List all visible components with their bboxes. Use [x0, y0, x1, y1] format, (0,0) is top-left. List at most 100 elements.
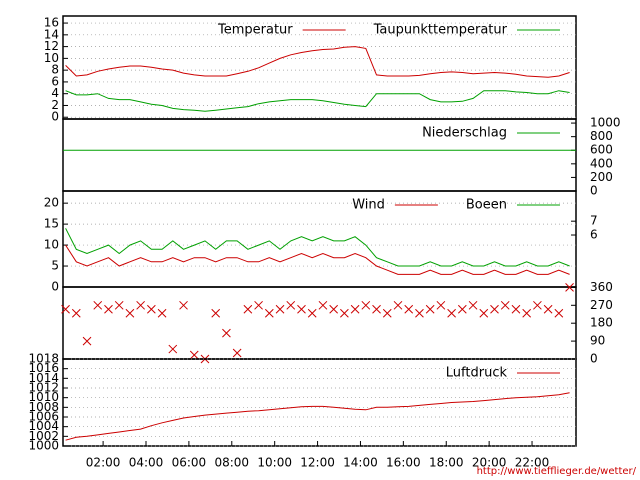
- legend-label: Niederschlag: [422, 126, 507, 141]
- y-tick-label: 0: [51, 110, 59, 124]
- y-tick-label: 1000: [28, 439, 59, 453]
- scatter-point: [372, 304, 381, 314]
- scatter-point: [93, 300, 103, 310]
- scatter-point: [393, 300, 403, 310]
- x-tick-label: 08:00: [214, 456, 249, 470]
- y-tick-label: 1006: [28, 410, 59, 424]
- y-tick-label: 16: [44, 16, 59, 30]
- y2-tick-label: 600: [590, 143, 613, 157]
- y2-tick-label: 1000: [590, 116, 621, 130]
- y-tick-label: 8: [51, 63, 59, 77]
- scatter-point: [189, 350, 199, 360]
- y-tick-label: 15: [44, 217, 59, 231]
- scatter-point: [329, 304, 339, 314]
- scatter-point: [457, 304, 467, 314]
- series-line: [65, 244, 570, 275]
- y-tick-label: 20: [44, 196, 59, 210]
- scatter-point: [447, 308, 456, 318]
- y2-tick-label: 0: [590, 352, 598, 366]
- y-tick-label: 0: [51, 280, 59, 294]
- series-line: [65, 90, 570, 112]
- scatter-point: [125, 308, 135, 318]
- scatter-point: [307, 308, 317, 318]
- scatter-point: [71, 308, 81, 318]
- y-tick-label: 1016: [28, 361, 59, 375]
- y-tick-label: 12: [44, 39, 59, 53]
- scatter-point: [415, 308, 424, 318]
- legend-label: Temperatur: [217, 23, 293, 38]
- scatter-point: [404, 304, 414, 314]
- panel-frame: [62, 286, 577, 360]
- y2-tick-label: 0: [590, 184, 598, 198]
- scatter-point: [565, 283, 574, 292]
- scatter-point: [211, 308, 221, 318]
- scatter-point: [436, 300, 446, 310]
- x-tick-label: 10:00: [257, 456, 292, 470]
- y2-tick-label: 180: [590, 316, 613, 330]
- x-tick-label: 04:00: [129, 456, 164, 470]
- scatter-point: [490, 304, 499, 314]
- legend-label: Luftdruck: [446, 366, 508, 381]
- y2-tick-label: 400: [590, 156, 613, 170]
- y2-tick-label: 7: [590, 214, 598, 228]
- y-tick-label: 6: [51, 74, 59, 88]
- x-tick-label: 14:00: [343, 456, 378, 470]
- legend-label: Boeen: [466, 198, 507, 213]
- y2-tick-label: 800: [590, 129, 613, 143]
- scatter-point: [157, 308, 167, 318]
- scatter-point: [61, 304, 70, 314]
- y-tick-label: 1014: [28, 371, 59, 385]
- y-tick-label: 1018: [28, 352, 59, 366]
- y-tick-label: 10: [44, 51, 59, 65]
- scatter-point: [350, 304, 360, 314]
- y2-tick-label: 200: [590, 170, 613, 184]
- scatter-point: [297, 304, 306, 314]
- y-tick-label: 1010: [28, 390, 59, 404]
- scatter-point: [554, 308, 564, 318]
- y-tick-label: 2: [51, 98, 59, 112]
- scatter-point: [222, 328, 231, 338]
- scatter-point: [168, 344, 178, 354]
- x-tick-label: 16:00: [386, 456, 421, 470]
- legend-label: Wind: [352, 198, 385, 213]
- y2-tick-label: 360: [590, 280, 613, 294]
- legend-label: Taupunkttemperatur: [373, 23, 508, 38]
- y-tick-label: 4: [51, 86, 59, 100]
- series-line: [65, 46, 570, 78]
- y2-tick-label: 90: [590, 334, 605, 348]
- scatter-point: [232, 348, 242, 358]
- y-tick-label: 10: [44, 238, 59, 252]
- y-tick-label: 1002: [28, 429, 59, 443]
- scatter-point: [479, 308, 489, 318]
- scatter-point: [318, 300, 328, 310]
- scatter-point: [425, 304, 435, 314]
- scatter-point: [264, 308, 274, 318]
- scatter-point: [382, 308, 392, 318]
- y-tick-label: 5: [51, 259, 59, 273]
- scatter-point: [286, 300, 296, 310]
- x-tick-label: 12:00: [300, 456, 335, 470]
- y-tick-label: 1012: [28, 381, 59, 395]
- y-tick-label: 1004: [28, 419, 59, 433]
- scatter-point: [543, 304, 553, 314]
- x-tick-label: 20:00: [472, 456, 507, 470]
- x-tick-label: 18:00: [429, 456, 464, 470]
- scatter-point: [468, 300, 478, 310]
- scatter-point: [522, 308, 532, 318]
- scatter-point: [361, 300, 371, 310]
- x-tick-label: 02:00: [86, 456, 121, 470]
- scatter-point: [254, 300, 263, 310]
- scatter-point: [275, 304, 285, 314]
- x-tick-label: 22:00: [515, 456, 550, 470]
- scatter-point: [511, 304, 521, 314]
- scatter-point: [82, 336, 92, 346]
- series-line: [65, 228, 570, 267]
- scatter-point: [114, 300, 124, 310]
- scatter-point: [533, 300, 542, 310]
- y-tick-label: 14: [44, 27, 59, 41]
- scatter-point: [147, 304, 156, 314]
- scatter-point: [104, 304, 113, 314]
- y-tick-label: 1008: [28, 400, 59, 414]
- y2-tick-label: 270: [590, 298, 613, 312]
